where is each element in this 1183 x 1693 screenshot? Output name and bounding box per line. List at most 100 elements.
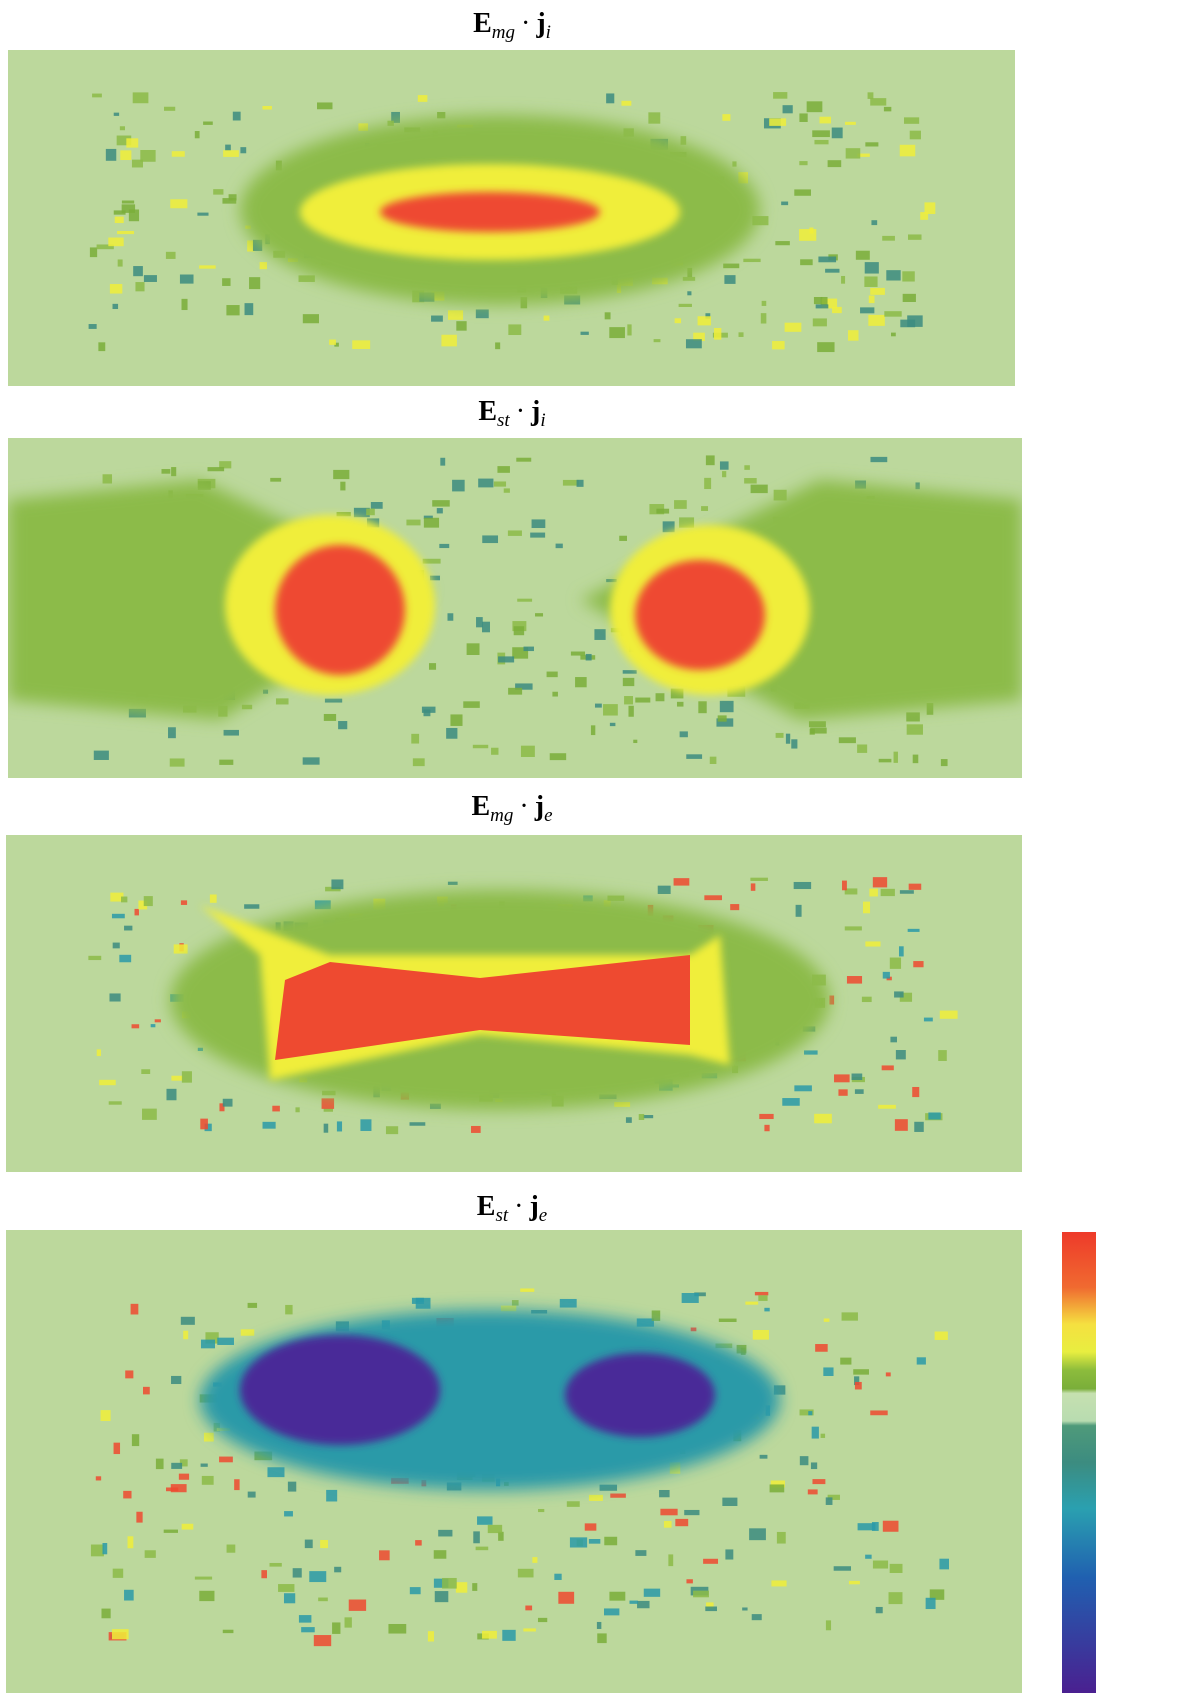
speckle [810,1462,818,1470]
speckle [915,482,920,490]
speckle [261,1570,267,1579]
speckle [500,1305,517,1312]
speckle [606,579,617,583]
speckle [143,275,157,282]
speckle [754,1291,769,1296]
speckle [817,342,835,353]
speckle [262,105,272,110]
speckle [473,1531,480,1544]
speckle [684,1509,700,1516]
speckle [882,1520,899,1532]
speckle [275,698,289,705]
speckle [750,484,768,494]
speckle [744,465,750,470]
panel-title: Est · ji [478,396,545,431]
speckle [606,93,615,104]
speckle [844,926,862,931]
speckle [663,1521,672,1528]
speckle [447,881,458,885]
speckle [406,519,421,526]
speckle [109,284,123,294]
title-current: j [535,8,545,39]
speckle [870,98,887,106]
speckle [497,466,510,473]
speckle [679,517,695,528]
speckle [769,118,787,126]
speckle [301,1627,315,1633]
speckle [267,1467,285,1478]
speckle [625,1117,632,1123]
heatmap [6,1230,1022,1693]
speckle [543,315,550,321]
speckle [440,457,446,466]
speckle [138,900,148,910]
speckle [199,265,216,269]
speckle [643,1588,661,1597]
speckle [128,708,146,718]
speckle [434,1591,449,1603]
speckle [292,1568,302,1578]
speckle [715,1343,733,1349]
speckle [709,756,717,764]
panel-title: Emg · ji [473,8,551,43]
speckle [888,1592,903,1605]
speckle [832,306,842,314]
speckle [112,303,119,310]
speckle [670,688,684,699]
speckle [679,731,688,738]
speckle [651,1310,661,1321]
speckle [549,753,567,761]
speckle [844,888,858,895]
speckle [431,315,443,322]
speckle [113,112,120,116]
speckle [179,274,194,284]
speckle [614,1102,631,1107]
speckle [562,479,579,486]
speckle [833,1566,851,1571]
speckle [334,342,339,347]
speckle [642,1115,654,1119]
title-field-sub: mg [490,805,513,826]
speckle [150,1024,156,1028]
speckle [513,626,525,636]
speckle [546,671,558,678]
speckle [197,212,209,216]
speckle [673,878,690,886]
speckle [823,1367,834,1376]
speckle [855,250,870,260]
speckle [217,1337,234,1345]
speckle [532,1557,538,1563]
speckle [782,1098,800,1106]
speckle [854,1381,862,1390]
panel-title: Emg · je [471,791,552,826]
speckle [223,150,239,157]
speckle [324,698,343,703]
title-operator: · [516,396,525,427]
speckle [241,704,253,710]
speckle [912,754,919,764]
speckle [885,1372,891,1377]
speckle [627,324,632,336]
speckle [516,457,532,462]
speckle [940,759,948,767]
speckle [508,687,523,695]
speckle [706,1602,714,1609]
speckle [352,340,371,350]
speckle [511,1300,519,1306]
speckle [203,1432,214,1442]
speckle [554,1573,562,1580]
speckle [771,1580,787,1587]
title-current: j [530,396,540,427]
speckle [240,1329,255,1336]
speckle [722,114,731,121]
speckle [868,295,875,304]
speckle [333,469,350,480]
speckle [687,291,692,296]
speckle [249,277,261,290]
speckle [452,479,465,492]
speckle [90,1544,104,1557]
speckle [340,481,346,491]
speckle [694,1292,706,1297]
title-operator: · [519,791,528,822]
speckle [232,111,241,121]
